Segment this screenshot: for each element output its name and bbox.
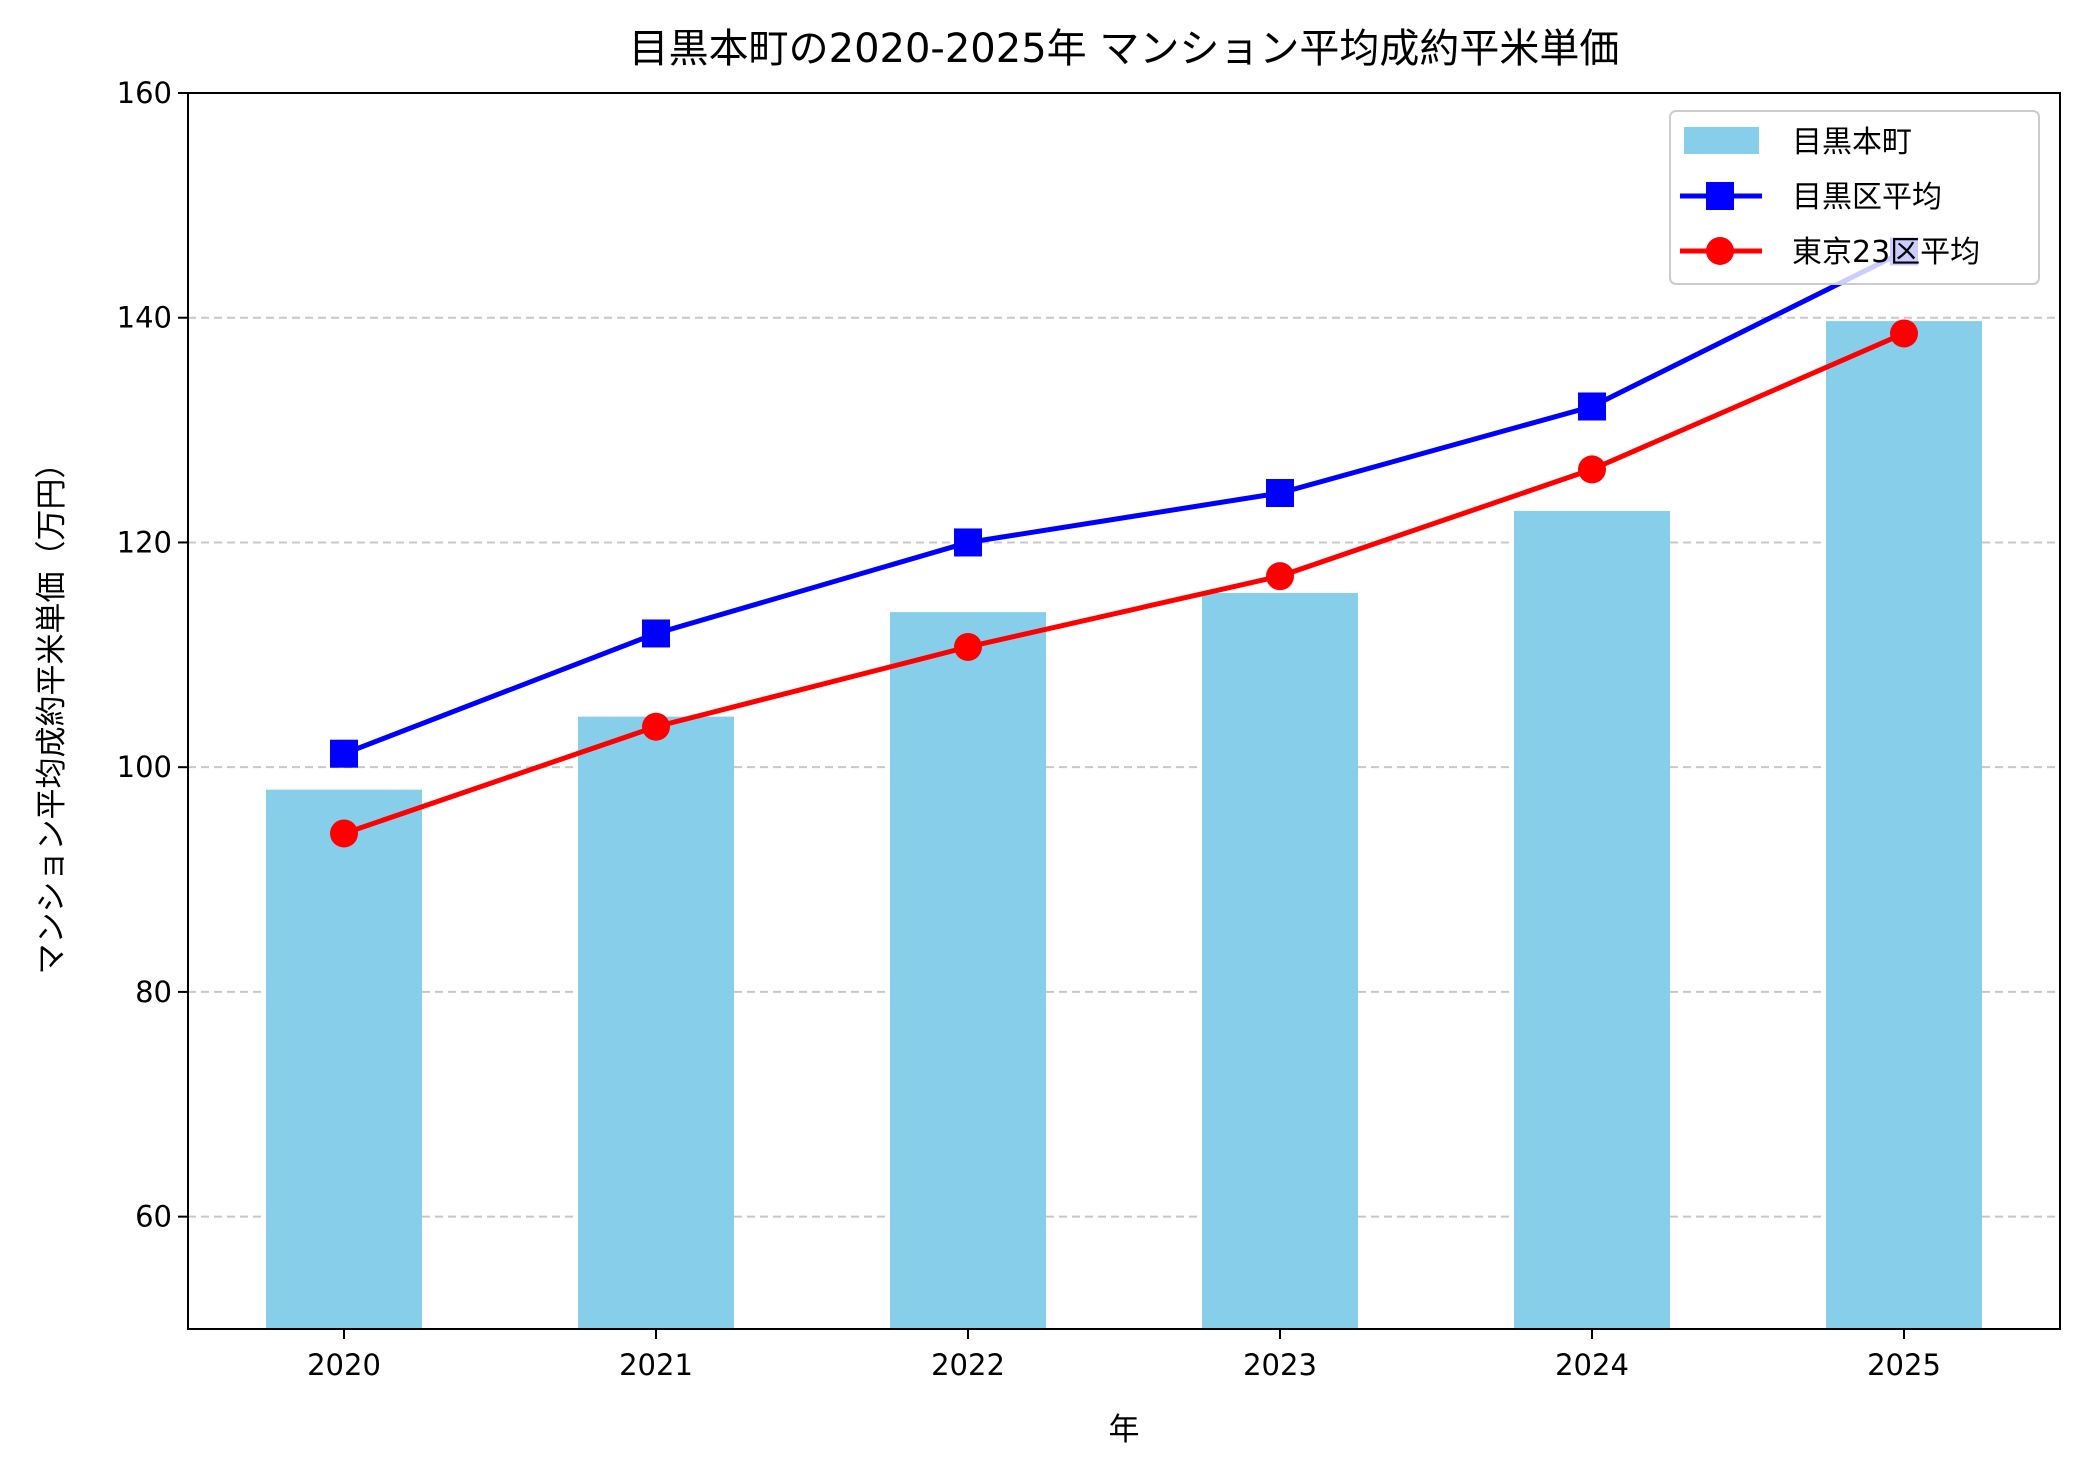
x-axis: 2020 2021 2022 2023 2024 2025 (307, 1329, 1941, 1382)
point-square-2021 (642, 619, 670, 648)
bar-2021 (578, 716, 734, 1329)
point-circle-2020 (330, 819, 358, 848)
legend-swatch-bar (1684, 127, 1759, 154)
legend-marker-circle (1706, 237, 1734, 265)
point-square-2023 (1266, 479, 1294, 508)
x-tick-label: 2022 (931, 1348, 1005, 1382)
legend: 目黒本町 目黒区平均 東京23区平均 (1669, 110, 2040, 285)
point-circle-2025 (1890, 319, 1918, 348)
y-tick-label: 160 (117, 76, 172, 110)
legend-marker-square (1706, 182, 1734, 210)
bar-2023 (1202, 593, 1358, 1329)
legend-label: 目黒本町 (1792, 125, 1912, 160)
x-axis-label: 年 (1109, 1412, 1140, 1448)
y-tick-label: 120 (117, 525, 172, 559)
point-circle-2024 (1578, 455, 1606, 484)
point-square-2022 (954, 528, 982, 557)
y-tick-label: 60 (135, 1200, 172, 1234)
y-tick-label: 80 (135, 975, 172, 1009)
y-tick-label: 140 (117, 301, 172, 335)
plot-frame (187, 92, 2061, 1330)
point-circle-2022 (954, 632, 982, 661)
bars (266, 321, 1982, 1330)
bar-2020 (266, 789, 422, 1329)
x-tick-label: 2023 (1243, 1348, 1317, 1382)
point-square-2024 (1578, 392, 1606, 421)
x-tick-label: 2024 (1555, 1348, 1629, 1382)
bar-2025 (1826, 321, 1982, 1330)
point-circle-2023 (1266, 562, 1294, 591)
x-tick-label: 2021 (619, 1348, 693, 1382)
y-axis: 60 80 100 120 140 160 (117, 76, 188, 1234)
series-line (343, 331, 1905, 836)
legend-frame (1669, 110, 2040, 285)
chart-title: 目黒本町の2020-2025年 マンション平均成約平米単価 (629, 26, 1620, 72)
point-circle-2021 (642, 712, 670, 741)
legend-label: 目黒区平均 (1792, 180, 1942, 215)
y-axis-label: マンション平均成約平米単価（万円） (34, 448, 70, 975)
point-square-2020 (330, 739, 358, 768)
bar-2024 (1514, 510, 1670, 1329)
y-tick-label: 100 (117, 750, 172, 784)
legend-label: 東京23区平均 (1792, 235, 1980, 270)
x-tick-label: 2020 (307, 1348, 381, 1382)
gridlines (188, 316, 2060, 1218)
bar-2022 (890, 612, 1046, 1329)
series-line (343, 249, 1906, 757)
x-tick-label: 2025 (1867, 1348, 1941, 1382)
